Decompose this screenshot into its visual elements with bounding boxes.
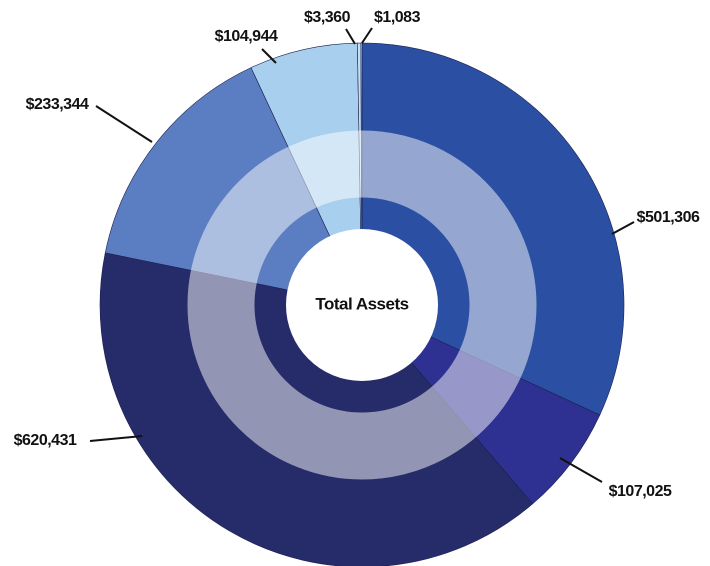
center-label: Total Assets [315,294,408,313]
leader-line [345,28,356,45]
data-label: $501,306 [637,209,700,226]
data-label: $107,025 [609,483,672,500]
ring-overlay [187,130,537,480]
leader-line [361,27,373,44]
leader-line [261,48,277,64]
data-label: $620,431 [14,432,77,449]
data-label: $104,944 [215,28,278,45]
leader-line [559,457,603,483]
data-label: $233,344 [26,96,89,113]
leader-line [89,435,143,442]
center-hole [286,229,438,381]
data-label: $3,360 [304,9,351,26]
leader-line [611,221,635,235]
slice [104,67,363,306]
leader-line [95,105,153,143]
data-label: $1,083 [374,9,421,26]
